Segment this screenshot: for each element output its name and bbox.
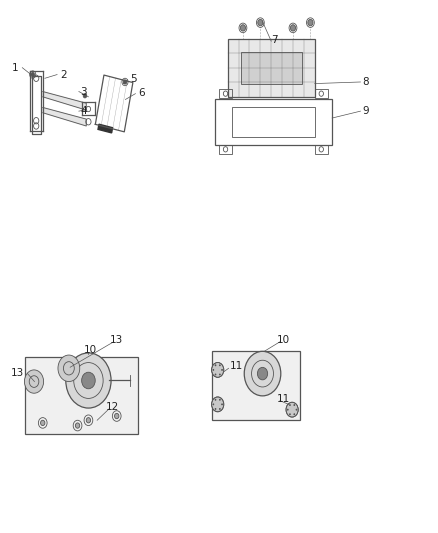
- Text: 6: 6: [138, 87, 145, 98]
- Text: 3: 3: [81, 86, 87, 96]
- Circle shape: [290, 25, 296, 31]
- Circle shape: [215, 365, 216, 366]
- Bar: [241, 52, 302, 84]
- Circle shape: [212, 362, 224, 377]
- Text: 9: 9: [363, 106, 369, 116]
- Text: 7: 7: [272, 35, 278, 45]
- Text: 4: 4: [81, 106, 87, 116]
- Circle shape: [31, 72, 35, 77]
- Circle shape: [219, 399, 220, 400]
- Circle shape: [213, 369, 214, 370]
- Circle shape: [75, 423, 80, 428]
- Polygon shape: [43, 108, 86, 126]
- Text: 5: 5: [130, 74, 136, 84]
- Bar: [219, 89, 232, 99]
- Bar: [232, 108, 315, 136]
- Circle shape: [294, 414, 295, 415]
- Circle shape: [219, 408, 220, 409]
- Circle shape: [215, 408, 216, 409]
- Circle shape: [219, 374, 220, 375]
- Bar: [315, 89, 328, 99]
- Circle shape: [222, 404, 223, 405]
- Circle shape: [41, 420, 45, 425]
- Circle shape: [83, 94, 87, 98]
- Text: 2: 2: [60, 70, 67, 79]
- Polygon shape: [98, 124, 113, 133]
- Circle shape: [212, 397, 224, 412]
- Circle shape: [308, 19, 313, 26]
- Circle shape: [25, 370, 44, 393]
- Circle shape: [258, 367, 268, 380]
- Circle shape: [215, 399, 216, 400]
- Polygon shape: [43, 92, 86, 110]
- Circle shape: [294, 405, 295, 406]
- FancyBboxPatch shape: [212, 351, 300, 420]
- Circle shape: [258, 19, 263, 26]
- Circle shape: [286, 402, 298, 417]
- Circle shape: [213, 404, 214, 405]
- Circle shape: [240, 25, 246, 31]
- Text: 13: 13: [110, 335, 124, 345]
- Circle shape: [58, 355, 80, 382]
- Circle shape: [115, 414, 119, 419]
- Circle shape: [222, 369, 223, 370]
- FancyBboxPatch shape: [25, 357, 138, 433]
- Text: 12: 12: [106, 402, 119, 412]
- Bar: [315, 144, 328, 154]
- Text: 10: 10: [277, 335, 290, 345]
- Circle shape: [215, 374, 216, 375]
- Bar: [219, 144, 232, 154]
- Text: 1: 1: [12, 63, 19, 72]
- Circle shape: [219, 365, 220, 366]
- Circle shape: [296, 409, 297, 410]
- Circle shape: [66, 353, 111, 408]
- Circle shape: [81, 372, 95, 389]
- Text: 11: 11: [277, 394, 290, 404]
- Circle shape: [244, 351, 281, 396]
- Circle shape: [123, 80, 127, 84]
- Bar: [228, 38, 315, 97]
- Text: 13: 13: [11, 368, 24, 377]
- Circle shape: [86, 418, 91, 423]
- Text: 11: 11: [230, 361, 243, 371]
- Circle shape: [287, 409, 288, 410]
- Text: 10: 10: [84, 345, 97, 356]
- Text: 8: 8: [363, 77, 369, 87]
